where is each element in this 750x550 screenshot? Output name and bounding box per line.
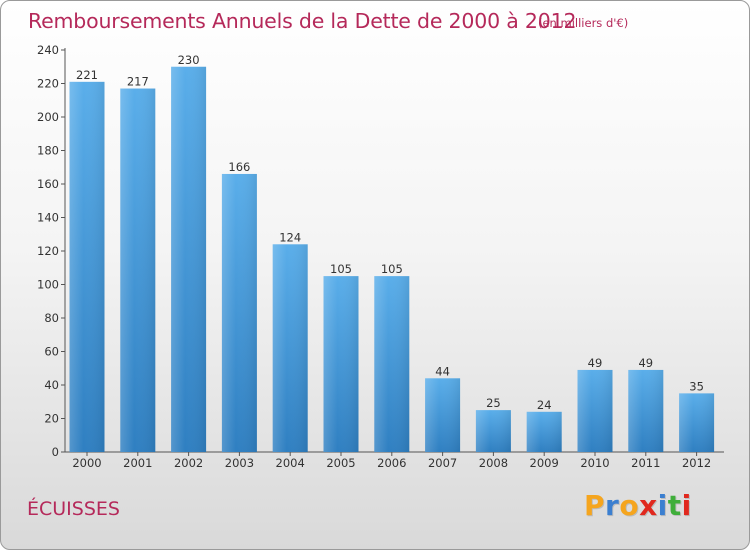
chart-title: Remboursements Annuels de la Dette de 20… (28, 9, 577, 33)
bar-shade (679, 393, 715, 452)
x-tick-label: 2000 (72, 456, 101, 470)
y-tick-label: 200 (37, 110, 59, 124)
logo-letter: r (605, 489, 620, 522)
proxiti-logo: Proxiti (584, 489, 692, 522)
logo-letter: o (619, 489, 640, 522)
y-tick-label: 180 (37, 144, 59, 158)
x-tick-label: 2007 (428, 456, 457, 470)
data-label: 35 (689, 379, 704, 393)
axes: 0 20 40 60 80 100 120 140 160 180 200 220 240 2000 200… (37, 43, 724, 470)
bar-shade (221, 173, 257, 452)
commune-name: ÉCUISSES (27, 498, 120, 520)
x-tick-label: 2012 (682, 456, 711, 470)
x-tick-label: 2011 (631, 456, 660, 470)
logo-letter: i (681, 489, 692, 522)
data-label: 25 (486, 396, 501, 410)
x-tick-label: 2004 (276, 456, 305, 470)
y-tick-label: 40 (44, 378, 59, 392)
data-label: 166 (228, 160, 250, 174)
bar-shade (425, 378, 461, 452)
logo-letter: t (667, 489, 682, 522)
y-tick-label: 220 (37, 77, 59, 91)
bar-shade (171, 66, 207, 452)
x-tick-label: 2010 (580, 456, 609, 470)
data-label: 217 (127, 75, 149, 89)
y-tick-label: 20 (44, 412, 59, 426)
y-tick-label: 240 (37, 43, 59, 57)
logo-letter: x (639, 489, 658, 522)
x-tick-label: 2003 (225, 456, 254, 470)
y-tick-label: 160 (37, 177, 59, 191)
x-tick-label: 2005 (326, 456, 355, 470)
y-tick-label: 80 (44, 311, 59, 325)
data-label: 230 (178, 53, 200, 67)
logo-letter: i (657, 489, 668, 522)
bar-shade (526, 411, 562, 452)
data-label: 49 (588, 356, 603, 370)
data-label: 105 (381, 262, 403, 276)
y-tick-label: 140 (37, 211, 59, 225)
y-tick-label: 60 (44, 345, 59, 359)
y-tick-label: 120 (37, 244, 59, 258)
bar-shade (475, 410, 511, 452)
y-tick-label: 0 (52, 445, 59, 459)
bar-shade (577, 369, 613, 452)
x-tick-label: 2008 (479, 456, 508, 470)
data-label: 124 (279, 230, 301, 244)
data-labels: 221 217 230 166 124 105 105 44 25 24 49 49 35 (76, 53, 704, 412)
bar-shade (120, 88, 156, 453)
bar-shade (628, 369, 664, 452)
y-tick-label: 100 (37, 278, 59, 292)
x-tick-label: 2001 (123, 456, 152, 470)
bar-shade (323, 276, 359, 452)
bars (69, 66, 715, 453)
bar-shade (272, 244, 308, 452)
data-label: 44 (435, 364, 450, 378)
logo-letter: P (584, 489, 606, 522)
bar-shade (374, 276, 410, 452)
data-label: 221 (76, 68, 98, 82)
x-tick-label: 2006 (377, 456, 406, 470)
data-label: 105 (330, 262, 352, 276)
chart-subtitle: (en milliers d'€) (538, 16, 629, 30)
bar-shade (69, 81, 105, 452)
data-label: 49 (638, 356, 653, 370)
data-label: 24 (537, 398, 552, 412)
x-tick-label: 2002 (174, 456, 203, 470)
x-tick-label: 2009 (530, 456, 559, 470)
